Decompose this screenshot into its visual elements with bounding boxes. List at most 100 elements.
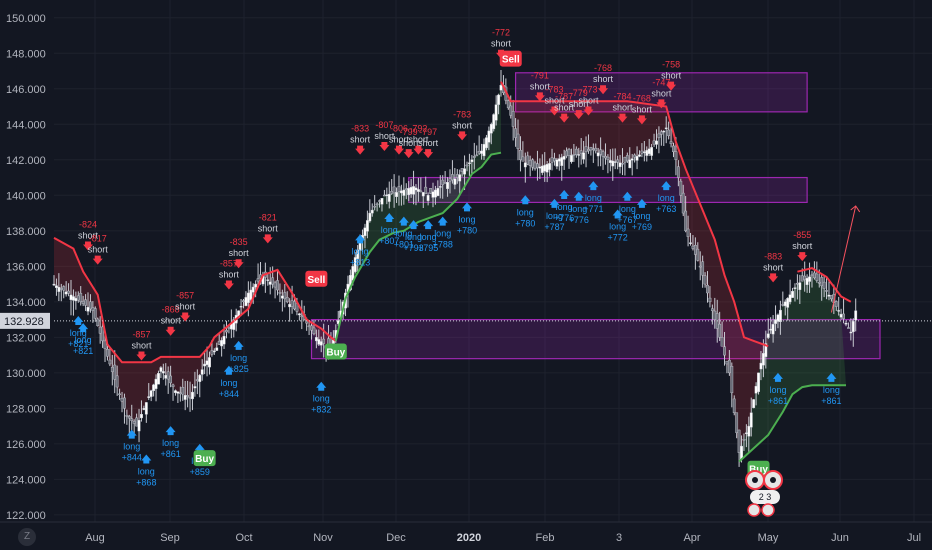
- candle-body: [708, 297, 712, 303]
- candle-body: [774, 319, 777, 324]
- candle-body: [788, 294, 792, 303]
- long-arrow-icon: [73, 316, 84, 326]
- candle-body: [842, 313, 845, 319]
- candle-body: [81, 300, 85, 304]
- candle-body: [837, 310, 841, 312]
- candle-body: [195, 379, 199, 382]
- candle-body: [492, 114, 496, 130]
- candle-body: [655, 140, 658, 145]
- candle-body: [278, 292, 282, 294]
- candle-body: [280, 295, 284, 299]
- long-signal-value: +859: [190, 467, 210, 477]
- long-arrow-icon: [316, 381, 327, 391]
- short-signal-label: short: [544, 96, 565, 106]
- long-signal-value: +868: [136, 478, 156, 488]
- candle-body: [579, 150, 583, 154]
- long-signal-label: long: [138, 467, 155, 477]
- long-arrow-icon: [520, 195, 531, 205]
- long-signal-value: +787: [544, 222, 564, 232]
- short-arrow-icon: [233, 259, 244, 269]
- signal-badge-label: Sell: [502, 55, 520, 66]
- candle-body: [220, 340, 224, 347]
- long-signal-label: long: [769, 385, 786, 395]
- candle-body: [385, 194, 389, 196]
- candle-body: [191, 391, 194, 400]
- candle-body: [555, 159, 559, 167]
- candle-body: [783, 301, 787, 307]
- candle-body: [599, 149, 603, 155]
- long-stop-line: [738, 384, 846, 463]
- candle-body: [135, 417, 138, 427]
- short-signal-label: short: [131, 341, 152, 351]
- candle-body: [412, 186, 415, 195]
- long-signal-value: +776: [569, 215, 589, 225]
- y-tick-label: 140.000: [6, 190, 46, 202]
- candle-body: [242, 300, 245, 303]
- candle-body: [300, 315, 304, 318]
- long-arrow-icon: [78, 323, 89, 333]
- short-arrow-icon: [534, 92, 545, 102]
- short-arrow-icon: [413, 145, 424, 155]
- candle-body: [453, 178, 457, 185]
- candle-body: [273, 282, 277, 288]
- short-signal-label: short: [408, 135, 429, 145]
- short-arrow-icon: [423, 149, 434, 159]
- candle-body: [562, 156, 566, 160]
- short-signal-label: short: [78, 230, 99, 240]
- candle-body: [672, 145, 675, 153]
- candle-body: [482, 144, 486, 157]
- y-tick-label: 134.000: [6, 297, 46, 309]
- long-signal-label: long: [585, 193, 602, 203]
- candle-body: [108, 359, 112, 365]
- signal-badge-label: Buy: [195, 454, 214, 465]
- candle-body: [288, 304, 292, 308]
- candle-body: [645, 150, 649, 156]
- short-signal-value: -857: [132, 330, 150, 340]
- candle-body: [747, 425, 751, 437]
- candle-body: [805, 277, 809, 285]
- candle-body: [485, 137, 488, 149]
- candle-body: [766, 333, 770, 338]
- short-signal-value: -758: [662, 60, 680, 70]
- candle-body: [487, 130, 491, 143]
- short-arrow-icon: [457, 131, 468, 141]
- candle-body: [276, 280, 279, 291]
- candle-body: [679, 180, 683, 196]
- x-tick-label: Dec: [386, 532, 406, 544]
- candle-body: [531, 159, 534, 168]
- candle-body: [307, 325, 311, 328]
- candle-body: [57, 286, 61, 292]
- candle-body: [125, 415, 129, 417]
- candle-body: [178, 392, 182, 394]
- short-signal-value: -768: [633, 93, 651, 103]
- short-arrow-icon: [403, 149, 414, 159]
- candle-body: [757, 372, 760, 392]
- candle-body: [553, 158, 556, 162]
- candle-body: [526, 155, 530, 165]
- long-arrow-icon: [549, 198, 560, 208]
- candle-body: [368, 212, 372, 222]
- short-stop-fill: [501, 81, 769, 453]
- candle-body: [176, 391, 180, 394]
- supply-demand-zone: [310, 318, 881, 360]
- candle-body: [472, 156, 476, 158]
- candle-body: [640, 150, 644, 154]
- chart-settings-button[interactable]: Z: [18, 528, 36, 546]
- short-signal-value: -773: [579, 85, 597, 95]
- long-signal-value: +844: [219, 389, 239, 399]
- candle-body: [373, 205, 377, 208]
- candle-body: [200, 369, 204, 375]
- long-signal-value: +780: [515, 218, 535, 228]
- candle-body: [251, 286, 255, 293]
- long-arrow-icon: [355, 234, 366, 244]
- candle-body: [604, 155, 607, 159]
- candle-body: [521, 156, 525, 162]
- short-arrow-icon: [666, 81, 677, 91]
- candle-body: [115, 375, 119, 388]
- candle-body: [149, 390, 153, 397]
- candle-body: [123, 397, 126, 409]
- candle-body: [616, 159, 620, 163]
- candle-body: [244, 297, 248, 306]
- candle-body: [249, 289, 253, 300]
